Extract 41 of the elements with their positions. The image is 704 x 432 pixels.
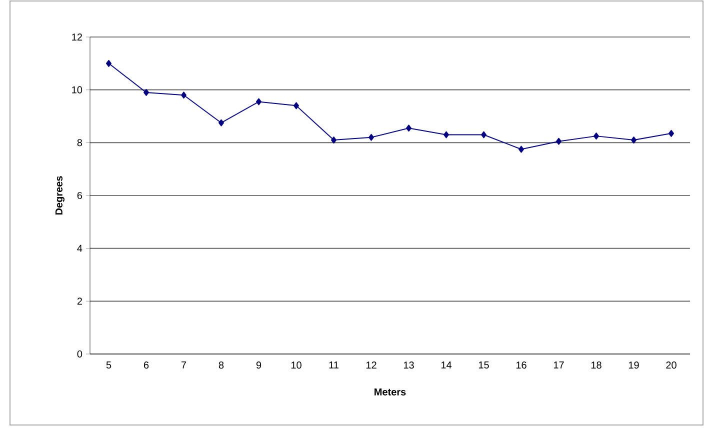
x-tick-label: 16 [516,362,526,369]
y-tick-label: 12 [72,34,82,40]
point [406,124,412,132]
x-axis-title: Meters [374,388,406,396]
x-tick-label: 14 [441,362,452,368]
x-tick-label: 9 [256,362,262,369]
x-tick-label: 6 [144,362,149,369]
point [218,119,224,126]
x-tick-label: 13 [404,362,414,369]
point [594,132,600,140]
point [256,98,262,106]
y-tick-label: 8 [77,139,82,146]
x-tick-label: 5 [106,362,112,369]
x-tick-label: 10 [291,362,302,369]
x-tick-label: 7 [181,362,186,368]
y-tick-label: 2 [77,298,82,305]
y-tick-label: 0 [77,350,82,358]
point [331,136,337,144]
y-axis-title: Degrees [55,176,64,215]
x-tick-label: 17 [554,362,564,368]
x-tick-label: 12 [366,362,376,369]
point [444,131,450,138]
x-tick-label: 8 [218,362,224,369]
x-tick-label: 15 [478,362,489,369]
point [668,130,674,137]
point [556,138,562,145]
point [144,88,149,96]
x-tick-label: 20 [666,362,676,369]
y-tick-label: 10 [72,86,82,94]
point [106,60,112,67]
point [181,92,187,99]
x-tick-label: 18 [591,362,602,369]
x-tick-label: 11 [329,362,338,368]
y-tick-label: 4 [77,244,82,252]
point [294,102,300,110]
y-tick-label: 6 [77,192,82,200]
point [368,134,374,141]
point [481,131,487,138]
point [518,146,524,153]
point [631,136,637,144]
x-tick-label: 19 [628,362,639,369]
